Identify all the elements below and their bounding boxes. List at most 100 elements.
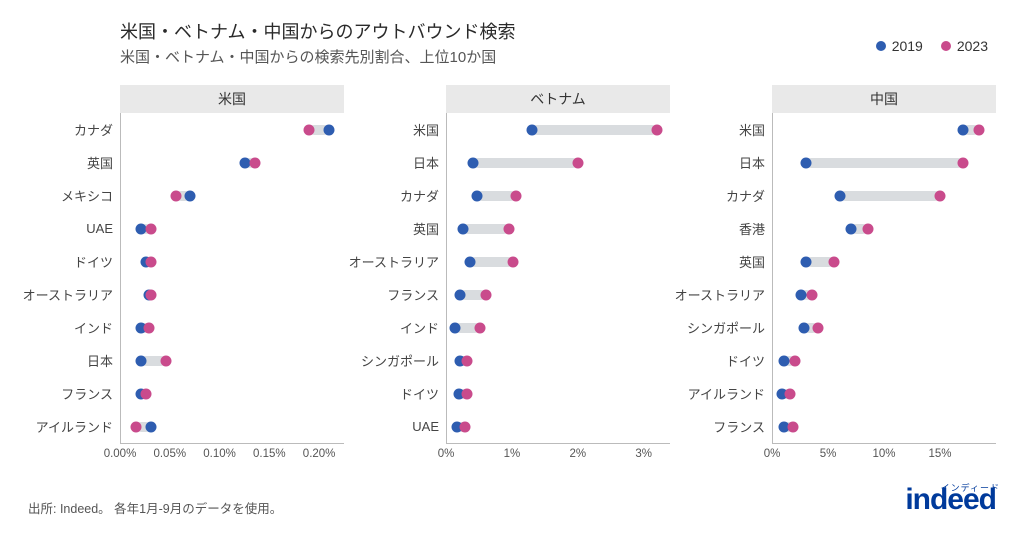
x-axis: 0%1%2%3% [446,443,670,471]
table-row: ドイツ [773,344,996,377]
indeed-logo: indeed インディード [905,483,996,517]
panel-plot-column: 米国日本カナダ英国オーストラリアフランスインドシンガポールドイツUAE0%1%2… [446,113,670,471]
point-2019 [449,322,460,333]
row-label: メキシコ [61,186,121,205]
panel-plot-column: 米国日本カナダ香港英国オーストラリアシンガポールドイツアイルランドフランス0%5… [772,113,996,471]
point-2023 [812,322,823,333]
point-2019 [471,190,482,201]
axis-tick: 0% [438,448,455,460]
point-2023 [249,157,260,168]
table-row: UAE [121,212,344,245]
axis-tick: 0% [764,448,781,460]
point-2023 [460,421,471,432]
row-label: UAE [86,221,121,236]
point-2023 [862,223,873,234]
row-track [773,311,996,344]
panel: ベトナム米国日本カナダ英国オーストラリアフランスインドシンガポールドイツUAE0… [354,85,670,471]
row-label: アイルランド [36,417,121,436]
row-track [121,146,344,179]
table-row: フランス [121,377,344,410]
point-2019 [834,190,845,201]
row-label: オーストラリア [675,285,773,304]
table-row: カナダ [773,179,996,212]
table-row: 香港 [773,212,996,245]
table-row: 日本 [121,344,344,377]
table-row: 英国 [773,245,996,278]
point-2023 [504,223,515,234]
point-2023 [507,256,518,267]
table-row: カナダ [121,113,344,146]
table-row: インド [121,311,344,344]
row-label: シンガポール [361,351,447,370]
row-track [773,212,996,245]
axis-tick: 1% [504,448,521,460]
point-2019 [957,124,968,135]
legend-label-2023: 2023 [957,38,988,54]
logo-text: indeed インディード [905,483,996,517]
row-track [121,179,344,212]
row-label: オーストラリア [23,285,121,304]
point-2023 [573,157,584,168]
row-track [773,344,996,377]
point-2019 [455,289,466,300]
row-label: カナダ [74,120,121,139]
row-track [447,212,670,245]
row-label: フランス [61,384,121,403]
point-2023 [974,124,985,135]
x-axis: 0%5%10%15% [772,443,996,471]
point-2023 [143,322,154,333]
row-track [121,344,344,377]
row-label: ドイツ [726,351,773,370]
panel-body: 米国日本カナダ香港英国オーストラリアシンガポールドイツアイルランドフランス [772,113,996,443]
point-2019 [145,421,156,432]
point-2023 [130,421,141,432]
point-2019 [799,322,810,333]
chart-header: 米国・ベトナム・中国からのアウトバウンド検索 米国・ベトナム・中国からの検索先別… [120,18,996,67]
legend-item-2023: 2023 [941,38,988,54]
logo-ruby: インディード [941,481,1000,494]
table-row: 英国 [121,146,344,179]
table-row: フランス [447,278,670,311]
row-label: 日本 [87,351,121,370]
row-label: カナダ [400,186,447,205]
row-label: 香港 [739,219,773,238]
row-label: アイルランド [688,384,773,403]
point-2019 [527,124,538,135]
point-2019 [468,157,479,168]
dumbbell-connector [463,224,509,234]
row-label: シンガポール [687,318,773,337]
dumbbell-connector [473,158,578,168]
panel-body: 米国日本カナダ英国オーストラリアフランスインドシンガポールドイツUAE [446,113,670,443]
row-label: 日本 [739,153,773,172]
axis-tick: 3% [635,448,652,460]
table-row: 日本 [773,146,996,179]
axis-tick: 2% [569,448,586,460]
point-2019 [324,124,335,135]
row-track [121,311,344,344]
table-row: フランス [773,410,996,443]
axis-tick: 0.00% [104,448,137,460]
table-row: 日本 [447,146,670,179]
point-2019 [185,190,196,201]
row-label: UAE [412,419,447,434]
table-row: 米国 [447,113,670,146]
point-2019 [801,157,812,168]
panel-title: ベトナム [446,85,670,113]
table-row: メキシコ [121,179,344,212]
point-2023 [461,355,472,366]
row-label: フランス [713,417,773,436]
point-2023 [510,190,521,201]
row-label: オーストラリア [349,252,447,271]
panel: 中国米国日本カナダ香港英国オーストラリアシンガポールドイツアイルランドフランス0… [680,85,996,471]
table-row: カナダ [447,179,670,212]
point-2019 [846,223,857,234]
point-2023 [807,289,818,300]
legend-label-2019: 2019 [892,38,923,54]
row-track [447,245,670,278]
chart-footer: 出所: Indeed。 各年1月-9月のデータを使用。 indeed インディー… [28,483,996,517]
row-label: フランス [387,285,447,304]
panel: 米国カナダ英国メキシコUAEドイツオーストラリアインド日本フランスアイルランド0… [28,85,344,471]
table-row: シンガポール [773,311,996,344]
point-2023 [140,388,151,399]
row-track [773,377,996,410]
